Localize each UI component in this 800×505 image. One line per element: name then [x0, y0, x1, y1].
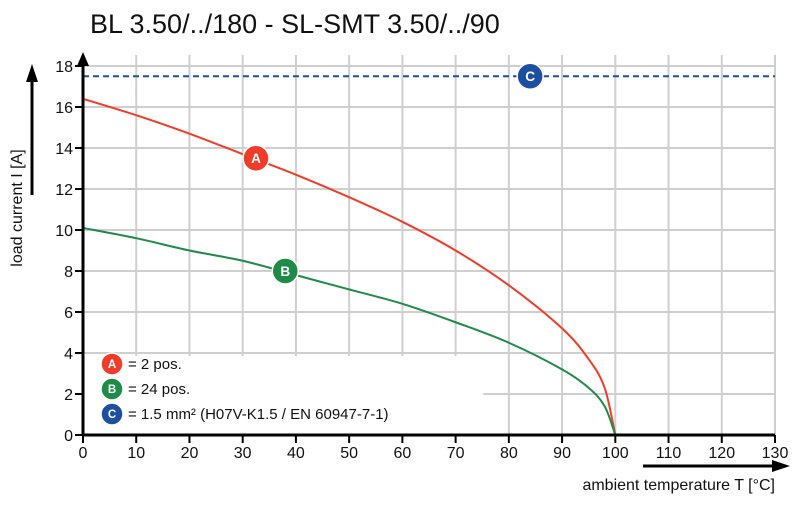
x-tick-label: 110 — [656, 445, 682, 462]
x-axis-label: ambient temperature T [°C] — [582, 477, 775, 494]
marker-a-icon — [100, 352, 124, 376]
x-tick-label: 100 — [602, 445, 629, 462]
y-axis-arrow-icon — [77, 52, 89, 66]
x-tick-label: 70 — [447, 445, 465, 462]
legend-background — [84, 356, 484, 434]
y-tick-label: 12 — [55, 182, 73, 199]
legend-label-a: = 2 pos. — [128, 356, 182, 373]
tick-labels: 0 10 20 30 40 50 60 70 80 90 100 110 120 130 0 2 4 6 8 10 12… — [55, 59, 788, 462]
chart-title: BL 3.50/../180 - SL-SMT 3.50/../90 — [90, 9, 500, 39]
marker-letter: B — [280, 264, 290, 279]
x-tick-label: 10 — [127, 445, 145, 462]
y-tick-label: 14 — [55, 141, 73, 158]
legend: A = 2 pos. B = 24 pos. C = 1.5 mm² (H07V-K1.5… — [100, 352, 389, 426]
y-tick-label: 10 — [55, 223, 73, 240]
legend-label-b: = 24 pos. — [128, 381, 190, 398]
x-tick-label: 130 — [762, 445, 789, 462]
x-tick-label: 40 — [287, 445, 305, 462]
marker-b-icon — [271, 257, 300, 285]
y-label-arrow-head-icon — [26, 64, 38, 82]
x-tick-label: 30 — [234, 445, 252, 462]
x-tick-label: 80 — [500, 445, 518, 462]
marker-letter: C — [108, 409, 117, 421]
y-tick-label: 6 — [64, 305, 73, 322]
legend-label-c: = 1.5 mm² (H07V-K1.5 / EN 60947-7-1) — [128, 406, 389, 423]
x-tick-label: 0 — [79, 445, 88, 462]
marker-letter: B — [108, 384, 116, 396]
x-tick-label: 60 — [393, 445, 411, 462]
marker-c-icon — [516, 62, 544, 90]
marker-letter: A — [251, 151, 261, 166]
y-tick-label: 18 — [55, 59, 73, 76]
y-tick-label: 2 — [64, 387, 73, 404]
marker-c-icon — [100, 402, 124, 426]
marker-letter: A — [108, 359, 117, 371]
x-tick-label: 120 — [708, 445, 735, 462]
marker-a-icon — [242, 144, 270, 172]
y-axis-label: load current I [A] — [9, 149, 26, 266]
marker-letter: C — [525, 69, 535, 84]
x-label-arrow-head-icon — [772, 460, 790, 472]
series-group — [82, 75, 775, 436]
markers: A B C — [242, 62, 544, 285]
x-tick-label: 90 — [553, 445, 571, 462]
marker-b-icon — [100, 377, 124, 401]
x-tick-label: 20 — [181, 445, 199, 462]
y-tick-label: 0 — [64, 428, 73, 445]
axes — [26, 52, 790, 472]
y-tick-label: 16 — [55, 100, 73, 117]
x-tick-label: 50 — [340, 445, 358, 462]
y-tick-label: 8 — [64, 264, 73, 281]
y-tick-label: 4 — [64, 346, 73, 363]
series-line-b — [82, 226, 617, 436]
series-line-a — [82, 97, 617, 436]
